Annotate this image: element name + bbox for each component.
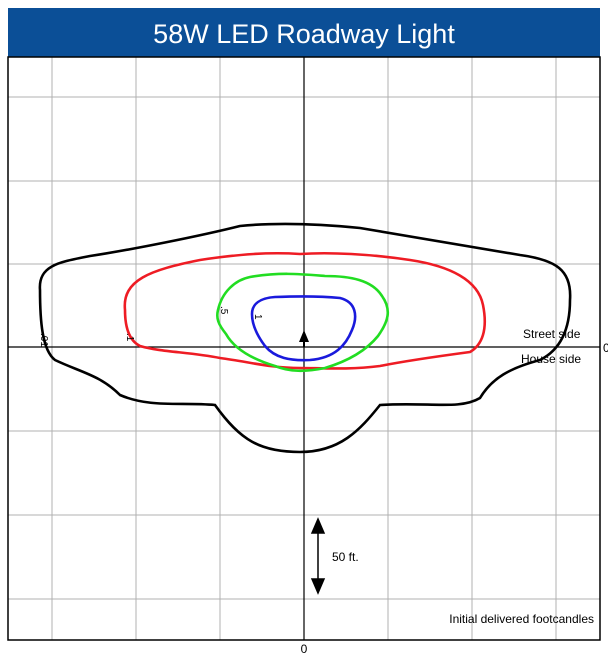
title-bar: [8, 8, 600, 57]
contour-01: [38, 222, 572, 454]
scale-arrow: [310, 517, 326, 595]
street-side-label: Street side: [523, 327, 581, 341]
contour-5: [215, 272, 390, 373]
contours: [38, 222, 572, 454]
scale-label: 50 ft.: [332, 550, 359, 564]
fixture-marker: [299, 330, 309, 342]
y-origin-label: 0: [301, 642, 308, 656]
x-origin-label: 0: [603, 341, 608, 355]
frame: [7, 56, 601, 641]
contour-10: [250, 295, 357, 362]
contour-1: [123, 251, 487, 370]
contour-label: 1: [252, 314, 263, 320]
note: Initial delivered footcandles: [449, 612, 594, 626]
house-side-label: House side: [521, 352, 581, 366]
contour-label: .01: [38, 333, 49, 347]
contour-label: .5: [218, 306, 229, 315]
contour-labels: .01 .1 .5 1: [38, 306, 263, 347]
axes: [8, 57, 600, 640]
contour-label: .1: [124, 333, 135, 342]
title: 58W LED Roadway Light: [153, 19, 455, 49]
